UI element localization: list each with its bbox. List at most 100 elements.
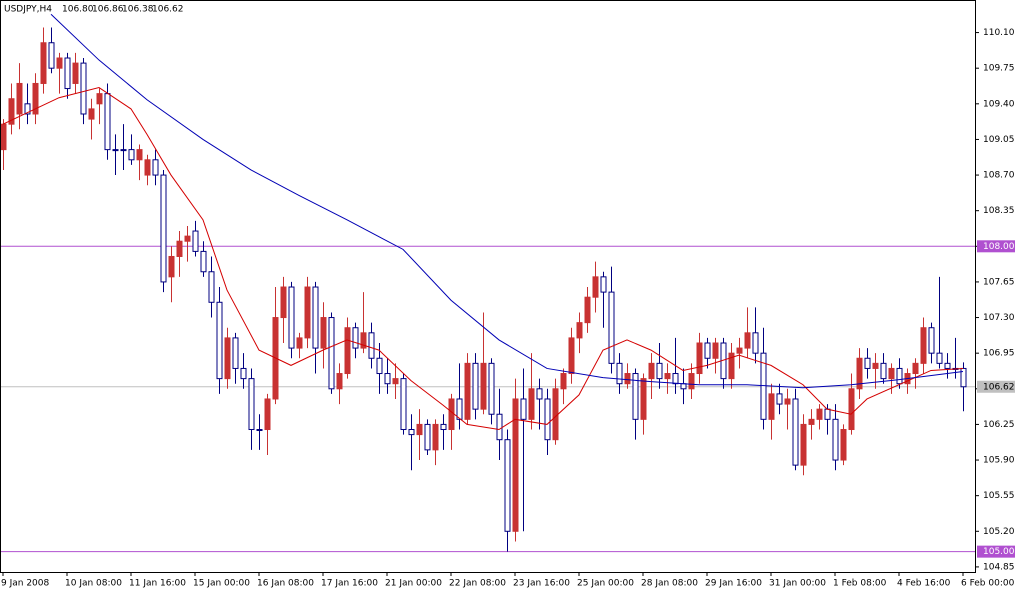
x-tick-label: 31 Jan 00:00 [769, 579, 826, 589]
candle-body [184, 235, 191, 242]
candle-body [896, 367, 903, 385]
candle-body [848, 388, 855, 431]
candle-body [160, 174, 167, 283]
candle-body [632, 373, 639, 420]
candle-body [424, 423, 431, 451]
candle-body [688, 373, 695, 390]
candle-body [112, 149, 119, 152]
candle-body [232, 337, 239, 369]
candle-body [584, 296, 591, 324]
y-tick-label: 110.10 [983, 28, 1015, 38]
candle-body [344, 327, 351, 375]
candle-body [960, 367, 967, 388]
candle-body [736, 347, 743, 354]
level-label: 108.00 [983, 242, 1015, 252]
candle-body [448, 398, 455, 431]
candle-body [536, 388, 543, 400]
candle-body [328, 317, 335, 390]
candle-body [296, 337, 303, 349]
y-tick-label: 105.20 [983, 527, 1015, 537]
candle-body [416, 423, 423, 436]
candle-body [744, 332, 751, 349]
y-tick-label: 105.55 [983, 491, 1015, 501]
candle-body [768, 393, 775, 420]
ohlc-value: 106.38 [122, 5, 154, 15]
y-tick-label: 105.90 [983, 456, 1015, 466]
candle-body [696, 342, 703, 375]
candle-body [80, 62, 87, 115]
candle-body [216, 301, 223, 380]
candle-body [352, 327, 359, 349]
candle-body [336, 373, 343, 390]
candle-body [856, 357, 863, 390]
candle-body [32, 82, 39, 115]
candle-body [408, 429, 415, 436]
candle-body [264, 398, 271, 431]
candle-body [8, 98, 15, 125]
candle-body [752, 332, 759, 354]
candle-body [576, 322, 583, 339]
ohlc-value: 106.86 [92, 5, 124, 15]
candle-body [624, 373, 631, 385]
x-tick-label: 1 Feb 08:00 [833, 579, 887, 589]
candle-body [648, 362, 655, 380]
candle-body [888, 367, 895, 380]
x-tick-label: 28 Jan 08:00 [641, 579, 698, 589]
candle-body [320, 317, 327, 349]
candle-body [392, 378, 399, 385]
candle-body [240, 367, 247, 380]
candle-body [824, 408, 831, 420]
y-tick-label: 107.30 [983, 313, 1015, 323]
y-tick-label: 109.75 [983, 64, 1015, 74]
x-tick-label: 22 Jan 08:00 [449, 579, 506, 589]
candle-body [936, 352, 943, 364]
candle-body [560, 373, 567, 390]
candle-body [656, 362, 663, 380]
y-tick-label: 106.95 [983, 349, 1015, 359]
x-tick-label: 23 Jan 16:00 [513, 579, 570, 589]
candle-body [512, 398, 519, 532]
candle-body [104, 93, 111, 151]
candle-body [680, 383, 687, 390]
y-tick-label: 108.35 [983, 206, 1015, 216]
candle-body [176, 240, 183, 257]
candle-body [920, 327, 927, 364]
candle-body [728, 352, 735, 380]
x-tick-label: 17 Jan 16:00 [321, 579, 378, 589]
candle-body [152, 159, 159, 176]
candle-body [376, 357, 383, 375]
candle-body [64, 57, 71, 90]
level-label-box [977, 545, 1015, 558]
candle-body [832, 418, 839, 461]
chart-title: USDJPY,H4 [4, 5, 52, 15]
candle-body [96, 93, 103, 105]
x-tick-label: 10 Jan 08:00 [65, 579, 122, 589]
candle-body [72, 62, 79, 84]
candle-body [864, 357, 871, 369]
candle-body [504, 439, 511, 532]
candle-body [672, 373, 679, 385]
level-label-box [977, 240, 1015, 253]
candle-body [280, 286, 287, 319]
candle-body [24, 103, 31, 115]
candle-body [776, 393, 783, 405]
candle-body [360, 332, 367, 349]
candle-body [640, 378, 647, 420]
candle-body [136, 149, 143, 161]
y-tick-label: 106.25 [983, 420, 1015, 430]
bid-label-box [977, 380, 1015, 393]
y-tick-label: 108.70 [983, 171, 1015, 181]
candle-body [600, 276, 607, 293]
candle-body [880, 362, 887, 380]
x-tick-label: 4 Feb 16:00 [897, 579, 951, 589]
x-tick-label: 15 Jan 00:00 [193, 579, 250, 589]
candle-body [544, 398, 551, 441]
candle-body [464, 362, 471, 420]
x-tick-label: 9 Jan 2008 [1, 579, 49, 589]
candle-body [432, 423, 439, 451]
candle-body [128, 149, 135, 161]
plot-frame [0, 0, 976, 573]
candle-body [616, 362, 623, 385]
candle-body [664, 373, 671, 380]
